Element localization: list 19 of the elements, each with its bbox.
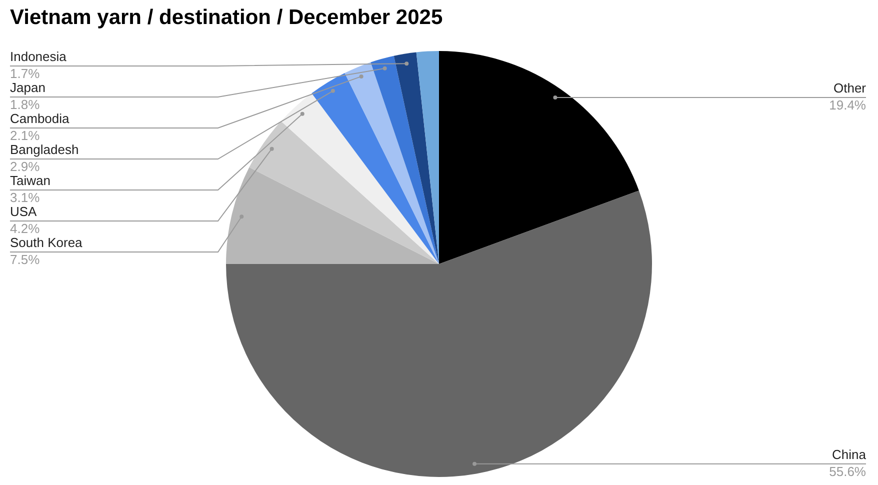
data-label: 1.7% xyxy=(10,66,40,82)
data-label: 19.4% xyxy=(829,98,866,113)
slice-label: USA xyxy=(10,204,38,220)
data-label: 55.6% xyxy=(829,464,866,479)
slice-label: Cambodia xyxy=(10,111,70,126)
data-label: 2.9% xyxy=(10,159,40,174)
data-label: 2.1% xyxy=(10,128,40,144)
slice-label: Japan xyxy=(10,80,46,96)
slice-label: South Korea xyxy=(10,235,84,250)
slice-label: Taiwan xyxy=(10,173,50,188)
slice-label: China xyxy=(832,446,867,462)
data-label: 4.2% xyxy=(10,221,40,236)
slice-label: Other xyxy=(833,80,867,96)
chart-title: Vietnam yarn / destination / December 2025 xyxy=(10,6,443,30)
data-label: 7.5% xyxy=(10,252,40,268)
data-label: 3.1% xyxy=(10,190,40,206)
slice-label: Indonesia xyxy=(10,49,68,64)
slice-label: Bangladesh xyxy=(10,142,79,158)
data-label: 1.8% xyxy=(10,97,40,112)
